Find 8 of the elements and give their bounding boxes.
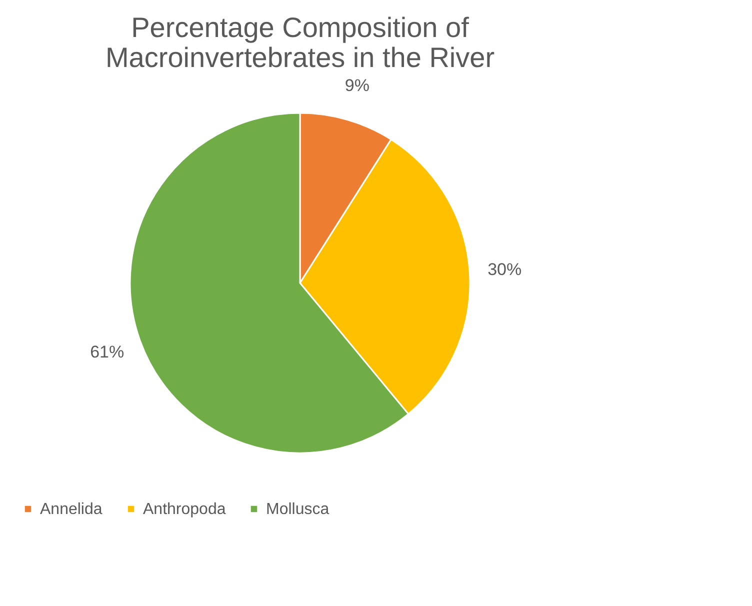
data-label: 30% [488, 260, 522, 280]
text: Macroinvertebrates in the River [105, 42, 495, 74]
data-label: 61% [90, 342, 124, 362]
legend-label: Annelida [40, 501, 102, 518]
text: Percentage Composition of [131, 12, 469, 44]
legend-label: Anthropoda [143, 501, 226, 518]
data-label: 9% [344, 76, 370, 96]
legend-label: Mollusca [266, 501, 330, 518]
